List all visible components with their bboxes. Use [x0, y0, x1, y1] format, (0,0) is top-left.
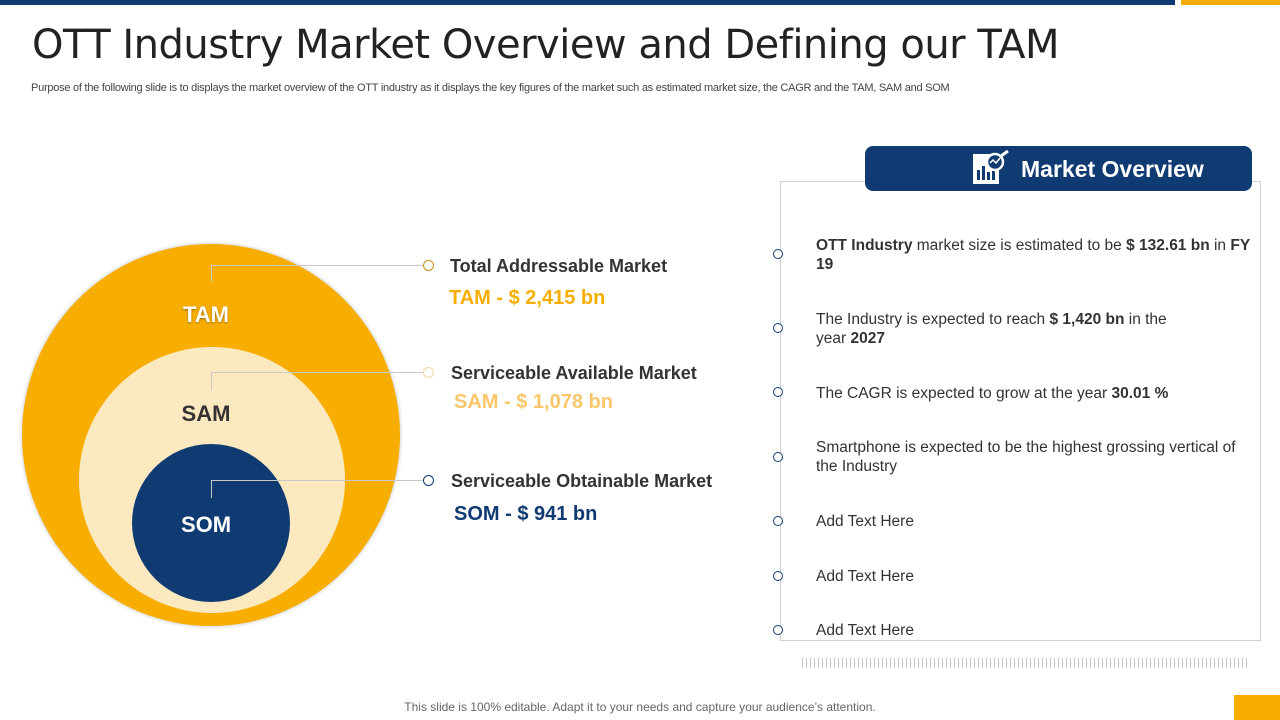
- sam-connector-dot: [423, 367, 434, 378]
- tam-market-name: Total Addressable Market: [450, 256, 668, 276]
- page-subtitle: Purpose of the following slide is to dis…: [31, 82, 950, 94]
- footer-note: This slide is 100% editable. Adapt it to…: [404, 700, 876, 714]
- overview-item-2: The Industry is expected to reach $ 1,42…: [816, 311, 1167, 347]
- corner-accent: [1234, 695, 1280, 720]
- tam-connector-dot: [423, 260, 434, 271]
- bullet-dot: [773, 387, 783, 397]
- sam-market-name: Serviceable Available Market: [451, 363, 697, 383]
- bullet-dot: [773, 323, 783, 333]
- bullet-dot: [773, 452, 783, 462]
- bullet-dot: [773, 571, 783, 581]
- sam-market-value: SAM - $ 1,078 bn: [454, 391, 613, 413]
- som-connector-dot: [423, 475, 434, 486]
- overview-item-6: Add Text Here: [816, 568, 914, 585]
- tam-connector: [211, 265, 424, 282]
- som-circle: [132, 444, 290, 602]
- market-overview-title: Market Overview: [1021, 156, 1204, 182]
- som-market-value: SOM - $ 941 bn: [454, 503, 598, 525]
- chart-magnifier-icon: [971, 149, 1011, 188]
- bullet-dot: [773, 249, 783, 259]
- sam-connector: [211, 372, 424, 390]
- market-overview-header: Market Overview: [865, 146, 1252, 191]
- top-accent-bar-gold: [1181, 0, 1280, 5]
- overview-item-7: Add Text Here: [816, 622, 914, 639]
- som-connector: [211, 480, 424, 498]
- page-title: OTT Industry Market Overview and Definin…: [32, 22, 1060, 68]
- tam-circle-label: TAM: [182, 302, 230, 327]
- sam-circle-label: SAM: [181, 401, 231, 426]
- overview-item-5: Add Text Here: [816, 513, 914, 530]
- overview-item-1: OTT Industry market size is estimated to…: [816, 237, 1250, 273]
- som-circle-label: SOM: [180, 512, 232, 537]
- top-accent-bar: [0, 0, 1175, 5]
- overview-item-3: The CAGR is expected to grow at the year…: [816, 385, 1169, 402]
- overview-item-4: Smartphone is expected to be the highest…: [816, 439, 1236, 475]
- hatch-decoration: [802, 658, 1250, 668]
- bullet-dot: [773, 625, 783, 635]
- bullet-dot: [773, 516, 783, 526]
- tam-market-value: TAM - $ 2,415 bn: [449, 287, 606, 309]
- som-market-name: Serviceable Obtainable Market: [451, 471, 713, 491]
